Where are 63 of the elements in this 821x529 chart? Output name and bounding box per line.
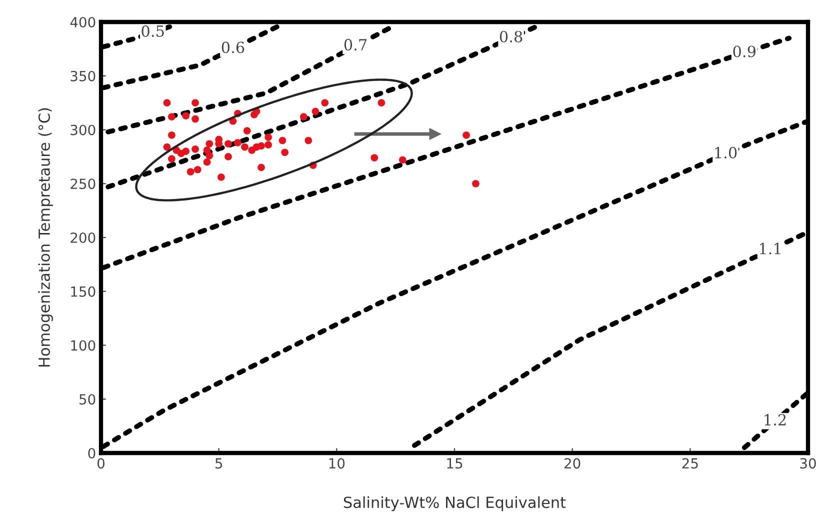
point: [224, 140, 232, 148]
annotation: 1.2: [764, 414, 786, 426]
point: [168, 155, 176, 163]
point: [300, 113, 308, 120]
y-tick-label: 150: [71, 286, 96, 297]
point: [321, 99, 329, 106]
point: [281, 148, 288, 156]
point: [243, 127, 251, 134]
x-tick-label: 5: [215, 458, 222, 469]
point: [258, 142, 265, 150]
point: [278, 136, 286, 144]
point: [462, 131, 470, 139]
point: [186, 168, 194, 176]
point: [192, 99, 199, 106]
y-tick-label: 350: [70, 70, 96, 82]
y-tick-label: 100: [71, 340, 96, 351]
point: [163, 99, 171, 106]
point: [192, 115, 199, 123]
point: [192, 145, 199, 153]
point: [206, 152, 214, 160]
point: [218, 173, 225, 181]
point: [264, 134, 272, 141]
point: [168, 113, 176, 120]
point: [304, 136, 312, 144]
point: [472, 180, 480, 188]
point: [312, 108, 320, 116]
y-tick-label: 0: [88, 448, 96, 458]
annotation: 0.5: [142, 25, 164, 37]
point: [224, 153, 232, 160]
x-axis-title: Salinity-Wt% NaCl Equivalent: [344, 496, 566, 512]
point: [241, 143, 248, 151]
point: [215, 140, 223, 148]
point: [264, 141, 272, 149]
point: [258, 164, 265, 172]
x-tick-label: 10: [329, 458, 345, 469]
point: [163, 143, 171, 151]
x-tick-label: 15: [447, 458, 462, 469]
x-tick-label: 30: [800, 458, 816, 469]
annotation: 0.9: [733, 46, 756, 58]
annotation: 1.0: [715, 146, 737, 158]
point: [206, 140, 214, 148]
point: [177, 150, 185, 158]
point: [168, 131, 176, 139]
annotation: 0.6: [222, 42, 244, 54]
annotation: 1.1: [760, 242, 780, 254]
point: [378, 99, 386, 106]
point: [398, 156, 406, 164]
annotation: 0.7: [344, 38, 367, 50]
y-tick-label: 50: [80, 394, 96, 405]
y-axis-title: Homogenization Tempretaure (°C): [38, 108, 53, 367]
point: [203, 158, 211, 166]
x-tick-label: 25: [682, 458, 698, 469]
y-tick-label: 250: [70, 178, 96, 190]
x-tick-label: 0: [97, 458, 104, 469]
point: [370, 154, 378, 162]
y-tick-label: 400: [70, 16, 96, 28]
point: [194, 166, 202, 174]
y-tick-label: 200: [70, 232, 96, 243]
annotation: 0.8: [500, 30, 522, 42]
x-tick-label: 20: [564, 458, 580, 469]
point: [234, 139, 242, 146]
point: [182, 112, 190, 120]
y-tick-label: 300: [70, 124, 96, 136]
